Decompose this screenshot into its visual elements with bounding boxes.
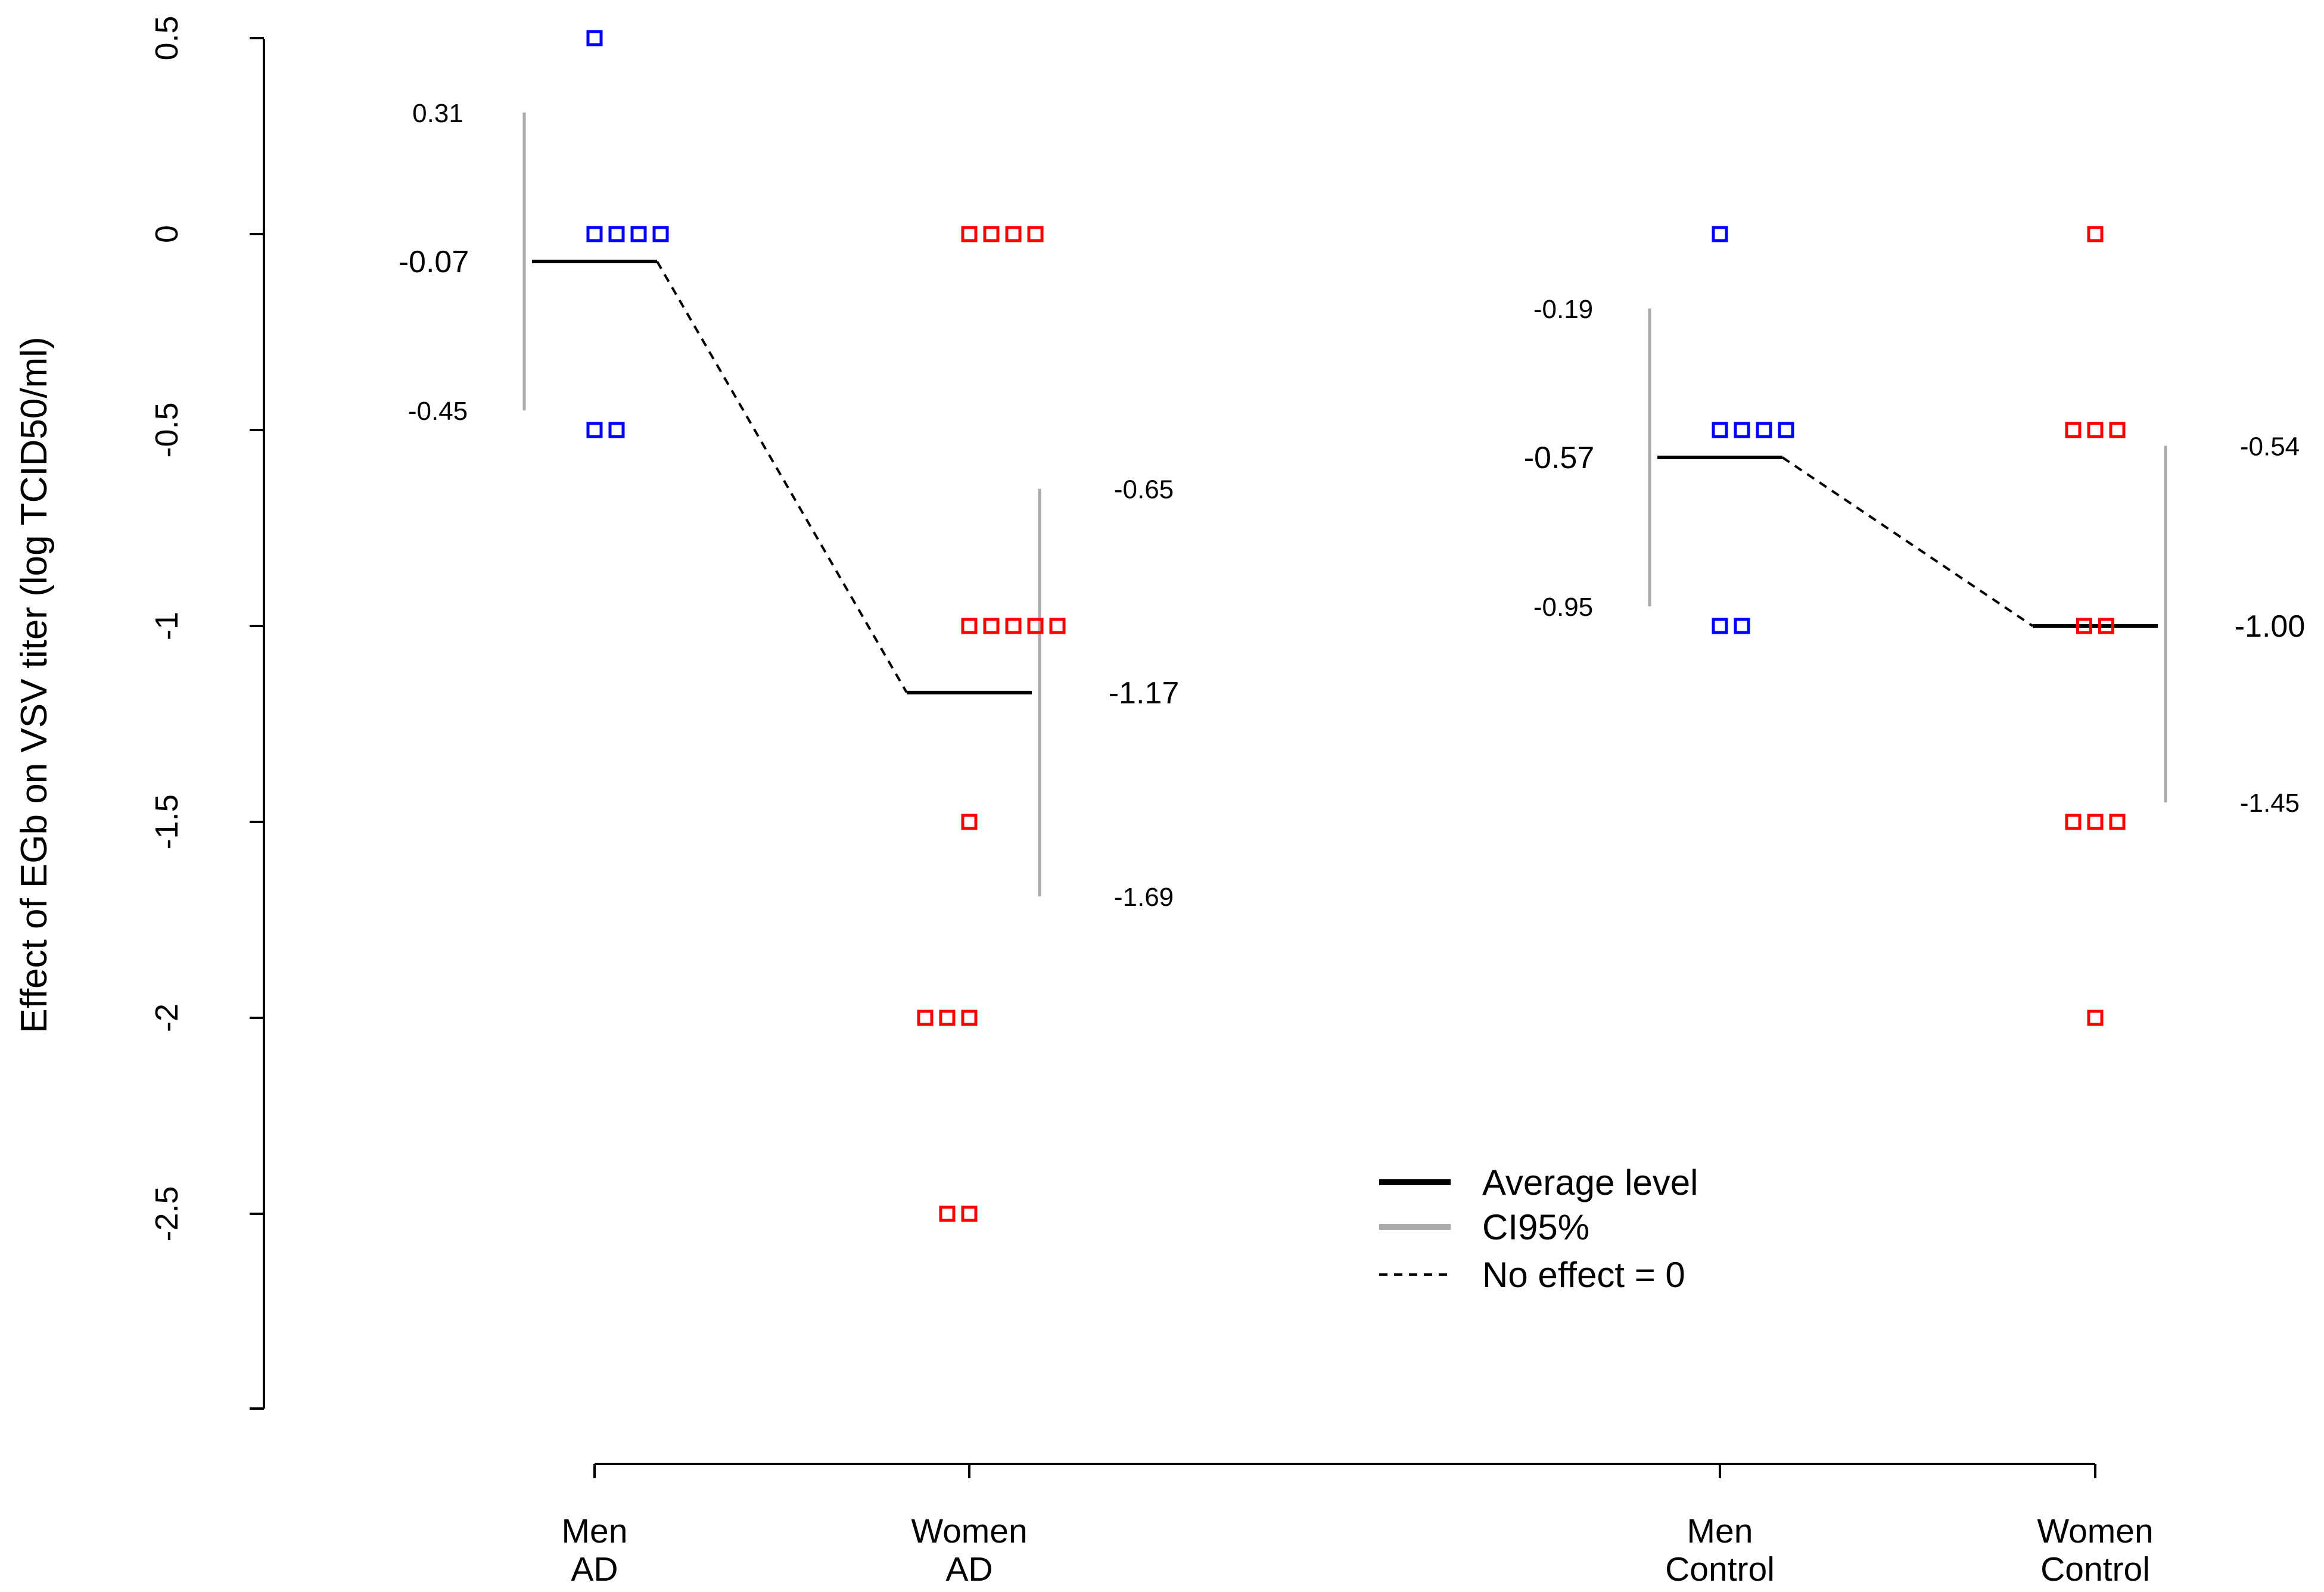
y-tick-label: -1.5 (149, 794, 185, 849)
group-men-ad: 0.31 -0.07 -0.45 (399, 30, 669, 438)
legend-label: No effect = 0 (1482, 1255, 1685, 1295)
data-point (961, 814, 978, 830)
x-tick-label: AD (571, 1550, 618, 1588)
data-point (2087, 1010, 2104, 1026)
data-point (2109, 422, 2126, 438)
data-point (939, 1205, 956, 1222)
x-tick-label: Control (1665, 1550, 1775, 1588)
data-point (1027, 226, 1044, 242)
data-point (961, 1010, 978, 1026)
data-point (2076, 618, 2092, 634)
x-tick-label: AD (945, 1550, 993, 1588)
data-point (983, 618, 1000, 634)
group-women-ad: -0.65 -1.17 -1.69 (907, 226, 1180, 1222)
data-point (1756, 422, 1772, 438)
data-point (1005, 226, 1022, 242)
y-tick-label: 0 (149, 225, 185, 243)
data-point (586, 226, 603, 242)
x-tick-label: Men (562, 1512, 628, 1550)
data-point (1712, 618, 1728, 634)
ci-high-label: -0.54 (2240, 432, 2300, 461)
ci-high-label: -0.19 (1533, 295, 1593, 324)
group-women-control: -0.54 -1.00 -1.45 (2033, 226, 2306, 1026)
data-point (2087, 814, 2104, 830)
data-point (917, 1010, 934, 1026)
data-point (2098, 618, 2114, 634)
ci-high-label: -0.65 (1114, 475, 1174, 504)
no-effect-connector (656, 261, 908, 693)
ci-high-label: 0.31 (412, 99, 463, 128)
ci-low-label: -1.45 (2240, 789, 2300, 818)
data-point (1005, 618, 1022, 634)
group-men-control: -0.19 -0.57 -0.95 (1524, 226, 1794, 634)
data-point (652, 226, 669, 242)
y-tick-label: 0.5 (149, 15, 185, 60)
legend: Average level CI95% No effect = 0 (1379, 1163, 1698, 1295)
data-point (961, 226, 978, 242)
y-tick-label: -2 (149, 1004, 185, 1032)
data-point (961, 618, 978, 634)
data-point (2087, 226, 2104, 242)
data-point (983, 226, 1000, 242)
data-point (608, 422, 625, 438)
data-point (630, 226, 647, 242)
ci-low-label: -1.69 (1114, 883, 1174, 912)
ci-low-label: -0.45 (408, 397, 468, 426)
data-point (608, 226, 625, 242)
data-point (1734, 618, 1750, 634)
data-point (1734, 422, 1750, 438)
y-tick-label: -1 (149, 612, 185, 640)
x-tick-label: Control (2040, 1550, 2150, 1588)
mean-label: -1.17 (1109, 676, 1180, 711)
mean-label: -0.57 (1524, 441, 1595, 475)
y-axis-label: Effect of EGb on VSV titer (log TCID50/m… (14, 337, 55, 1033)
plot-area: 0.31-0.07-0.45-0.65-1.17-1.69-0.19-0.57-… (399, 30, 2306, 1222)
x-tick-label: Women (911, 1512, 1027, 1550)
mean-label: -1.00 (2235, 609, 2306, 644)
data-point (586, 30, 603, 46)
y-tick-label: -2.5 (149, 1186, 185, 1241)
y-axis: 0.5 0 -0.5 -1 -1.5 -2 -2.5 Effect of EGb on VSV… (14, 15, 265, 1410)
data-point (2087, 422, 2104, 438)
data-point (1712, 422, 1728, 438)
data-point (586, 422, 603, 438)
legend-label: CI95% (1482, 1207, 1589, 1247)
data-point (939, 1010, 956, 1026)
data-point (2065, 422, 2082, 438)
no-effect-connector (1781, 456, 2034, 627)
data-point (2109, 814, 2126, 830)
data-point (1778, 422, 1794, 438)
x-tick-label: Men (1687, 1512, 1753, 1550)
x-tick-label: Women (2037, 1512, 2153, 1550)
legend-label: Average level (1482, 1163, 1698, 1202)
data-point (2065, 814, 2082, 830)
ci-low-label: -0.95 (1533, 593, 1593, 622)
data-point (1027, 618, 1044, 634)
mean-label: -0.07 (399, 245, 469, 279)
data-point (961, 1205, 978, 1222)
y-tick-label: -0.5 (149, 402, 185, 457)
data-point (1049, 618, 1066, 634)
data-point (1712, 226, 1728, 242)
